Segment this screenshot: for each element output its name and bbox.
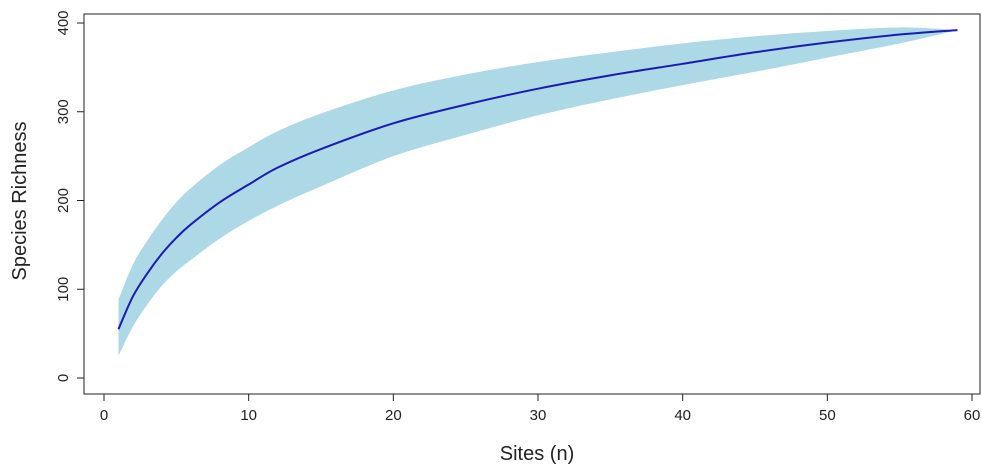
- y-tick-label: 0: [55, 374, 72, 382]
- x-tick-label: 10: [240, 407, 257, 424]
- y-axis-label: Species Richness: [9, 122, 31, 281]
- mean-rarefaction-curve: [117, 29, 958, 330]
- x-tick-label: 20: [385, 407, 402, 424]
- x-tick-label: 40: [674, 407, 691, 424]
- y-tick-label: 300: [55, 99, 72, 124]
- x-tick-label: 0: [100, 407, 108, 424]
- y-tick-label: 200: [55, 188, 72, 213]
- x-tick-label: 30: [530, 407, 547, 424]
- y-axis: 0 100 200 300 400: [55, 10, 85, 382]
- x-tick-label: 60: [964, 407, 981, 424]
- y-tick-label: 100: [55, 277, 72, 302]
- confidence-band-layer: [118, 27, 958, 356]
- mean-curve-layer: [117, 29, 958, 330]
- x-axis-label: Sites (n): [500, 443, 574, 464]
- x-axis: 0 10 20 30 40 50 60: [100, 393, 981, 424]
- x-tick-label: 50: [819, 407, 836, 424]
- y-tick-label: 400: [55, 10, 72, 35]
- confidence-band: [118, 27, 958, 356]
